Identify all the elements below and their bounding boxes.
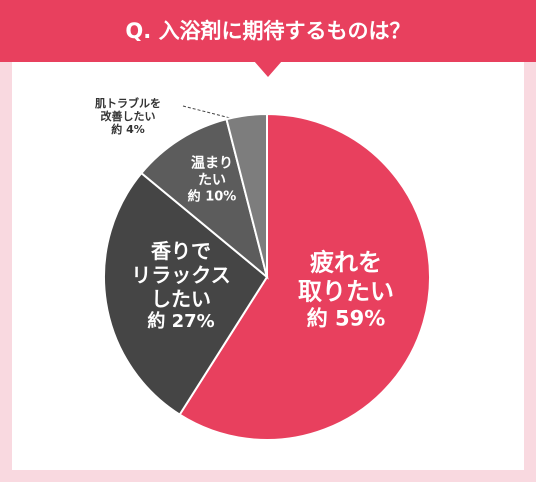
value-label: 約 59% [306,306,386,331]
category-label: 疲れを 取りたい [298,248,394,306]
category-label: 温まり たい [191,155,233,189]
slice-label: 疲れを 取りたい約 59% [298,249,394,332]
category-label: 肌トラブルを 改善したい [95,97,161,124]
chart-title: Q. 入浴剤に期待するものは？ [125,19,411,43]
slice-label: 温まり たい約 10% [188,155,237,204]
pie-slice [225,112,268,278]
header-pointer [254,61,282,77]
slice-label: 香りで リラックス したい約 27% [131,239,230,333]
value-label: 約 27% [147,311,215,333]
value-label: 約 4% [111,123,145,137]
pie-slice [178,112,431,441]
leader-line [182,105,247,123]
value-label: 約 10% [187,189,237,204]
slice-label: 肌トラブルを 改善したい約 4% [95,97,161,137]
category-label: 香りで リラックス したい [131,239,231,312]
pie-slice [103,171,269,417]
header-band [0,0,536,62]
